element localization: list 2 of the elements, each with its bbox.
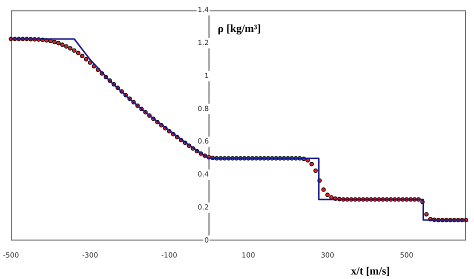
x-axis-title: x/t [m/s] [351, 265, 390, 278]
y-axis-title: ρ [kg/m³] [218, 23, 261, 36]
